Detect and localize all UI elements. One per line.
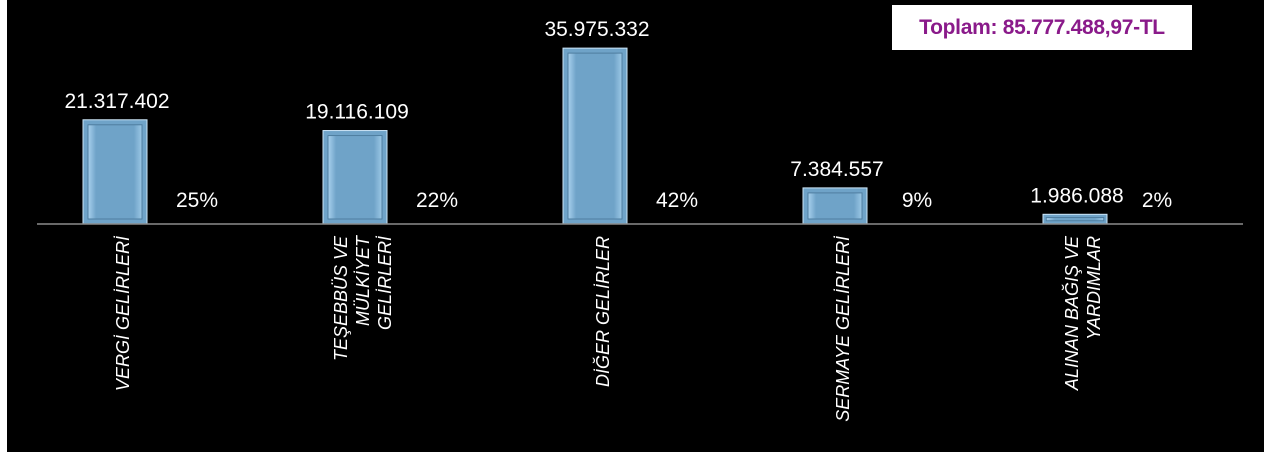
percent-label: 9%	[902, 189, 932, 212]
category-label: ALINAN BAĞIŞ VE YARDIMLAR	[1062, 235, 1104, 391]
percent-label: 42%	[656, 189, 698, 212]
bar-3	[562, 47, 628, 225]
total-amount-label: Toplam: 85.777.488,97-TL	[892, 5, 1192, 50]
value-label: 21.317.402	[64, 90, 169, 113]
bar-5	[1042, 213, 1108, 225]
bar-2	[322, 130, 388, 225]
value-label: 1.986.088	[1030, 184, 1123, 207]
category-label: VERGİ GELİRLERİ	[113, 235, 133, 391]
category-label: DİĞER GELİRLER	[593, 236, 613, 387]
bar-4	[802, 187, 868, 225]
bar-chart: 21.317.402 25% VERGİ GELİRLERİ 19.116.109 22…	[37, 18, 1243, 422]
value-label: 19.116.109	[305, 101, 409, 124]
percent-label: 2%	[1142, 189, 1172, 212]
value-label: 35.975.332	[544, 18, 649, 41]
chart-area: 21.317.402 25% VERGİ GELİRLERİ 19.116.109 22…	[7, 0, 1264, 452]
percent-label: 25%	[176, 189, 218, 212]
category-label: SERMAYE GELİRLERİ	[833, 235, 853, 422]
bar-1	[82, 119, 148, 225]
percent-label: 22%	[416, 189, 458, 212]
value-label: 7.384.557	[790, 158, 883, 181]
category-label: TEŞEBBÜS VE MÜLKİYET GELİRLERİ	[331, 234, 395, 361]
